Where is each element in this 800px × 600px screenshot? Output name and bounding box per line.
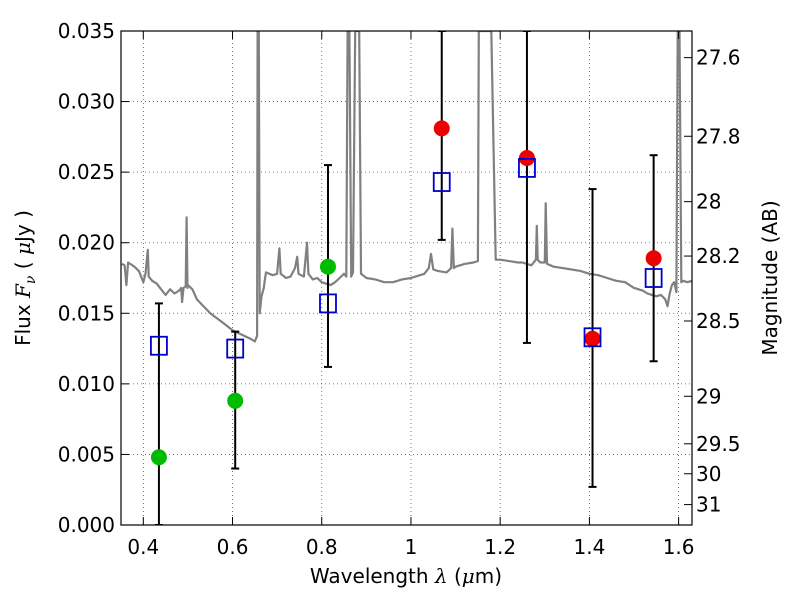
y-tick-label: 0.015 xyxy=(58,301,115,325)
nir-data-point xyxy=(433,120,450,137)
y-axis-label: Flux Fν ( μJy ) xyxy=(11,210,39,346)
y2-tick-label: 31 xyxy=(696,493,721,517)
x-axis-label: Wavelength λ (μm) xyxy=(310,564,502,588)
template-model-point xyxy=(432,172,451,192)
nir-data-point xyxy=(584,330,601,347)
x-tick-label: 0.4 xyxy=(127,535,159,559)
y2-tick-label: 28 xyxy=(696,190,721,214)
x-tick-label: 0.8 xyxy=(306,535,338,559)
x-tick-label: 1.4 xyxy=(573,535,605,559)
optical-data-point xyxy=(227,392,244,409)
y-tick-label: 0.020 xyxy=(58,231,115,255)
nir-data-point xyxy=(645,250,662,267)
y-tick-label: 0.010 xyxy=(58,372,115,396)
y2-tick-label: 27.6 xyxy=(696,46,741,70)
y2-tick-label: 28.5 xyxy=(696,309,741,333)
template-model-point xyxy=(518,158,536,178)
y2-axis-label: Magnitude (AB) xyxy=(758,200,782,355)
template-model-point xyxy=(226,338,245,359)
y2-tick-label: 29 xyxy=(696,384,721,408)
optical-data-point xyxy=(319,258,336,275)
template-model-point xyxy=(583,327,602,348)
y-tick-label: 0.030 xyxy=(58,90,115,114)
y2-tick-label: 27.8 xyxy=(696,124,741,148)
template-model-point xyxy=(319,293,337,314)
y2-tick-label: 29.5 xyxy=(696,432,741,456)
optical-data-point xyxy=(150,449,167,466)
y2-tick-label: 30 xyxy=(696,462,721,486)
y-tick-label: 0.025 xyxy=(58,160,115,184)
y-tick-label: 0.000 xyxy=(58,513,115,537)
y-tick-label: 0.005 xyxy=(58,442,115,466)
x-tick-label: 0.6 xyxy=(217,535,249,559)
y-tick-label: 0.035 xyxy=(58,19,115,43)
x-tick-label: 1.6 xyxy=(663,535,695,559)
x-tick-label: 1 xyxy=(405,535,418,559)
plot-frame xyxy=(120,30,693,526)
axis-ticks: 0.4 0.6 0.8 1 1.2 1.4 1.6 0.000 0.005 0.010 0.015 0… xyxy=(58,19,741,559)
plot-area xyxy=(121,31,692,525)
y2-tick-label: 28.2 xyxy=(696,244,741,268)
x-tick-label: 1.2 xyxy=(484,535,516,559)
model-spectrum-line xyxy=(121,31,692,343)
template-model-point xyxy=(644,268,663,288)
template-model-point xyxy=(150,335,168,356)
